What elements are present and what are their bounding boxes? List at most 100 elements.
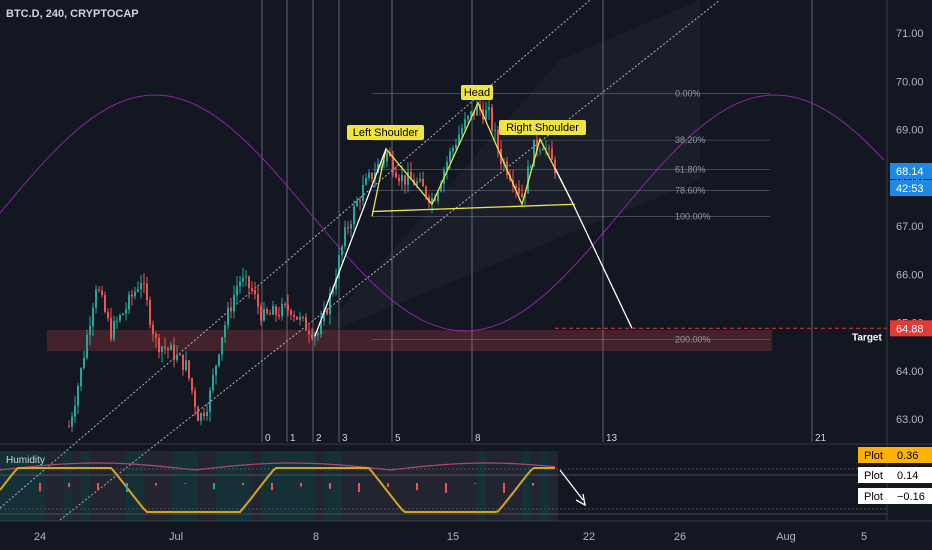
candle-body	[203, 413, 205, 416]
candle-body	[455, 144, 457, 149]
candle-body	[356, 200, 358, 207]
candle-body	[155, 334, 157, 338]
candle-body	[410, 171, 412, 180]
candle-body	[440, 183, 442, 192]
candle-body	[404, 175, 406, 185]
candle-body	[233, 295, 235, 312]
support-zone	[47, 330, 772, 351]
osc-band	[18, 451, 27, 521]
indicator-title[interactable]: Humidity	[6, 455, 45, 466]
channel-upper	[0, 0, 591, 509]
osc-band	[333, 451, 342, 521]
candle-body	[329, 293, 331, 315]
osc-band	[549, 451, 558, 521]
candle-body	[392, 156, 394, 173]
candle-body	[185, 360, 187, 371]
osc-band	[468, 451, 477, 521]
candle-body	[80, 368, 82, 387]
osc-axis-label: Plot	[864, 450, 883, 462]
cycle-label: 21	[815, 433, 827, 444]
candle-body	[134, 291, 136, 297]
price-tick: 63.00	[896, 414, 924, 426]
time-tick: 26	[674, 531, 686, 543]
symbol-title[interactable]: BTC.D, 240, CRYPTOCAP	[6, 8, 139, 20]
candle-body	[293, 315, 295, 317]
candle-body	[407, 171, 409, 185]
osc-band	[360, 451, 369, 521]
price-tick: 64.00	[896, 366, 924, 378]
candle-body	[218, 354, 220, 366]
osc-band	[342, 451, 351, 521]
osc-band	[396, 451, 405, 521]
candle-body	[230, 307, 232, 312]
candle-body	[311, 334, 313, 338]
candle-body	[362, 184, 364, 201]
osc-band	[423, 451, 432, 521]
candle-body	[335, 278, 337, 289]
candle-body	[92, 307, 94, 327]
candle-body	[305, 317, 307, 331]
candle-body	[206, 411, 208, 416]
candle-body	[74, 405, 76, 417]
candle-body	[278, 314, 280, 317]
candle-body	[425, 186, 427, 197]
pattern-label-box	[347, 125, 424, 140]
time-tick: Jul	[169, 531, 183, 543]
osc-band	[108, 451, 117, 521]
osc-line	[0, 467, 555, 513]
price-tick: 69.00	[896, 125, 924, 137]
osc-band	[99, 451, 108, 521]
candle-body	[341, 246, 343, 256]
osc-band	[0, 451, 9, 521]
fib-label: 61.80%	[675, 165, 706, 175]
candle-body	[284, 304, 286, 306]
candle-body	[374, 172, 376, 179]
candle-body	[491, 107, 493, 131]
osc-band	[279, 451, 288, 521]
candle-body	[86, 334, 88, 358]
candle-body	[398, 177, 400, 182]
candle-body	[371, 172, 373, 179]
osc-band	[324, 451, 333, 521]
candle-body	[470, 111, 472, 117]
candle-body	[266, 309, 268, 314]
candle-body	[452, 148, 454, 152]
candle-body	[95, 289, 97, 308]
candle-body	[422, 178, 424, 187]
candle-body	[188, 360, 190, 379]
osc-band	[153, 451, 162, 521]
candle-body	[179, 354, 181, 356]
oscillator: Plot 0.36 Plot 0.14 Plot −0.16	[0, 447, 932, 521]
candle-body	[146, 283, 148, 300]
osc-band	[504, 451, 513, 521]
pattern-label-box	[499, 120, 586, 135]
candle-body	[497, 129, 499, 150]
osc-band	[171, 451, 180, 521]
osc-band	[405, 451, 414, 521]
candle-body	[116, 320, 118, 322]
candle-body	[245, 276, 247, 278]
candle-body	[128, 294, 130, 310]
pattern-label: Right Shoulder	[506, 122, 579, 134]
candle-body	[242, 277, 244, 282]
candle-body	[320, 321, 322, 335]
candle-body	[533, 139, 535, 167]
candle-body	[350, 224, 352, 229]
candle-body	[419, 178, 421, 182]
candle-body	[71, 416, 73, 427]
osc-arrow-head	[575, 493, 586, 507]
price-tick: 66.00	[896, 269, 924, 281]
candle-body	[332, 288, 334, 294]
candle-body	[458, 134, 460, 145]
price-tick: 70.00	[896, 76, 924, 88]
cycle-label: 2	[316, 433, 322, 444]
candle-body	[314, 334, 316, 338]
osc-band	[486, 451, 495, 521]
cycle-label: 5	[395, 433, 401, 444]
osc-band	[225, 451, 234, 521]
cycle-wave	[0, 94, 885, 332]
osc-band	[144, 451, 153, 521]
cycle-label: 3	[342, 433, 348, 444]
